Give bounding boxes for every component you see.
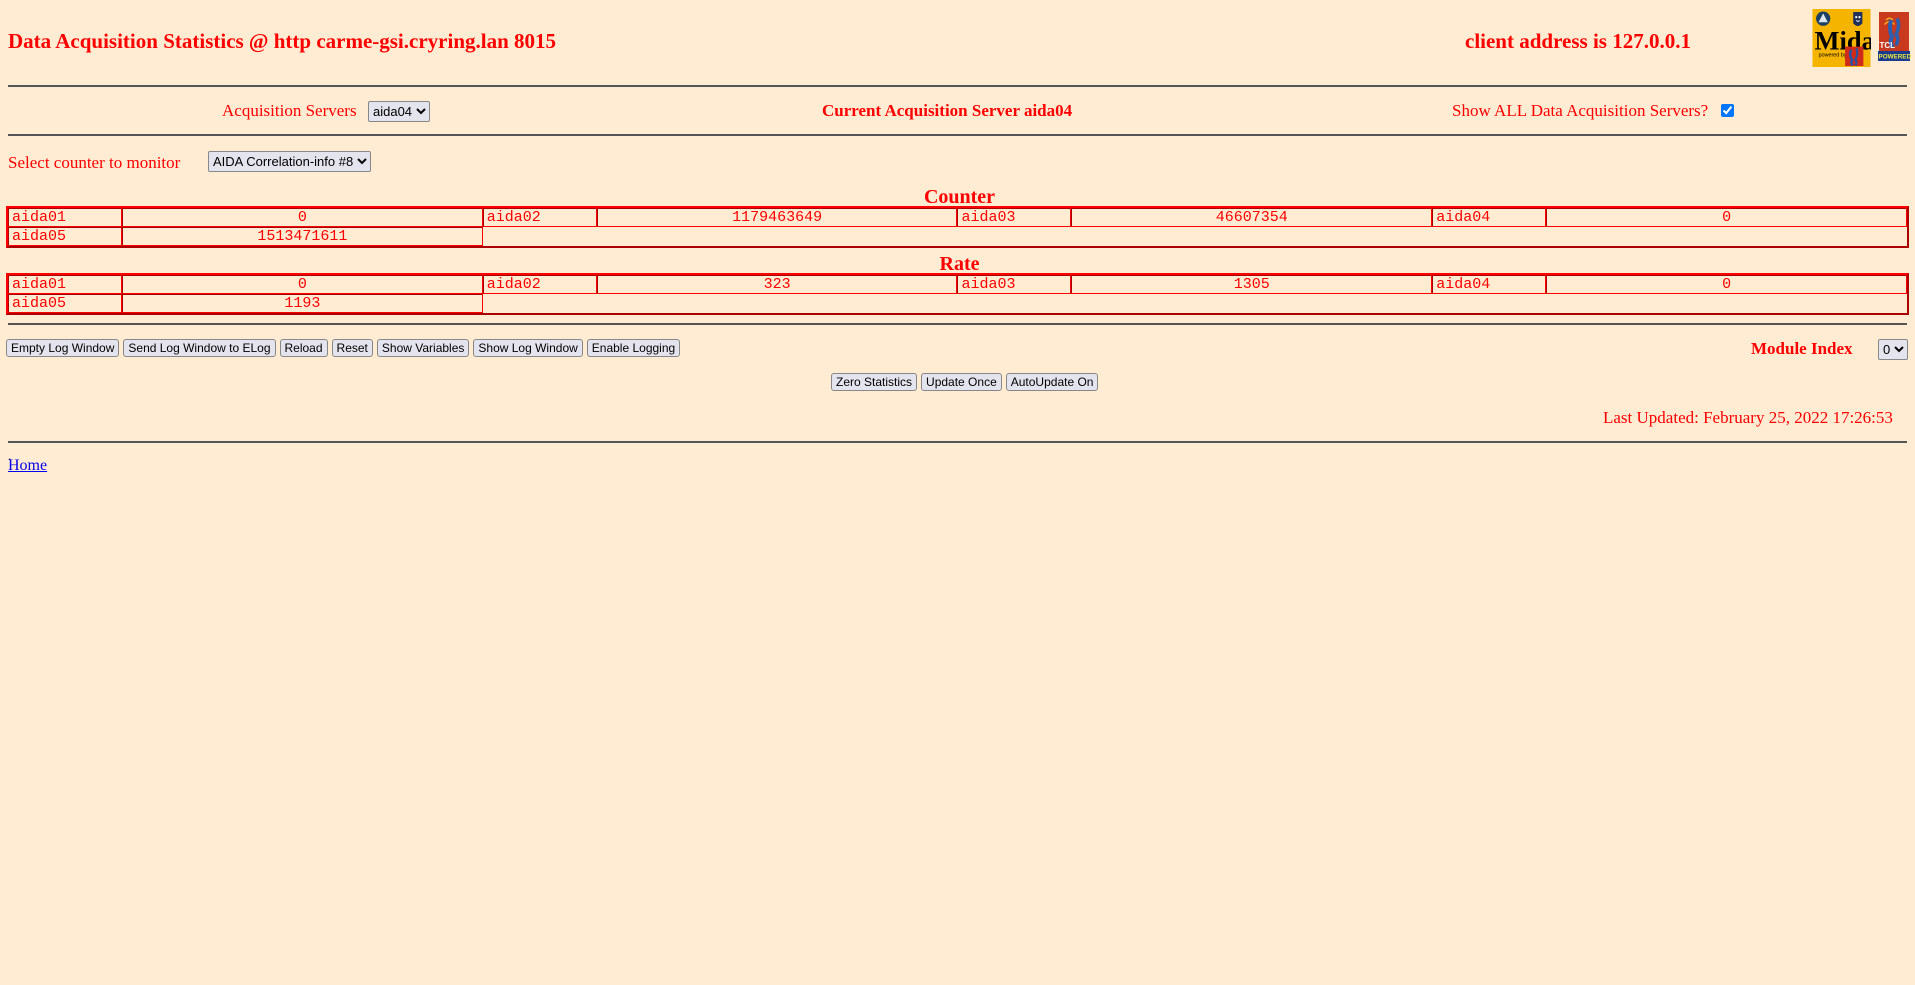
svg-text:powered by: powered by (1819, 52, 1847, 58)
svg-text:POWERED: POWERED (1879, 54, 1912, 61)
svg-text:TCL: TCL (1880, 41, 1896, 50)
